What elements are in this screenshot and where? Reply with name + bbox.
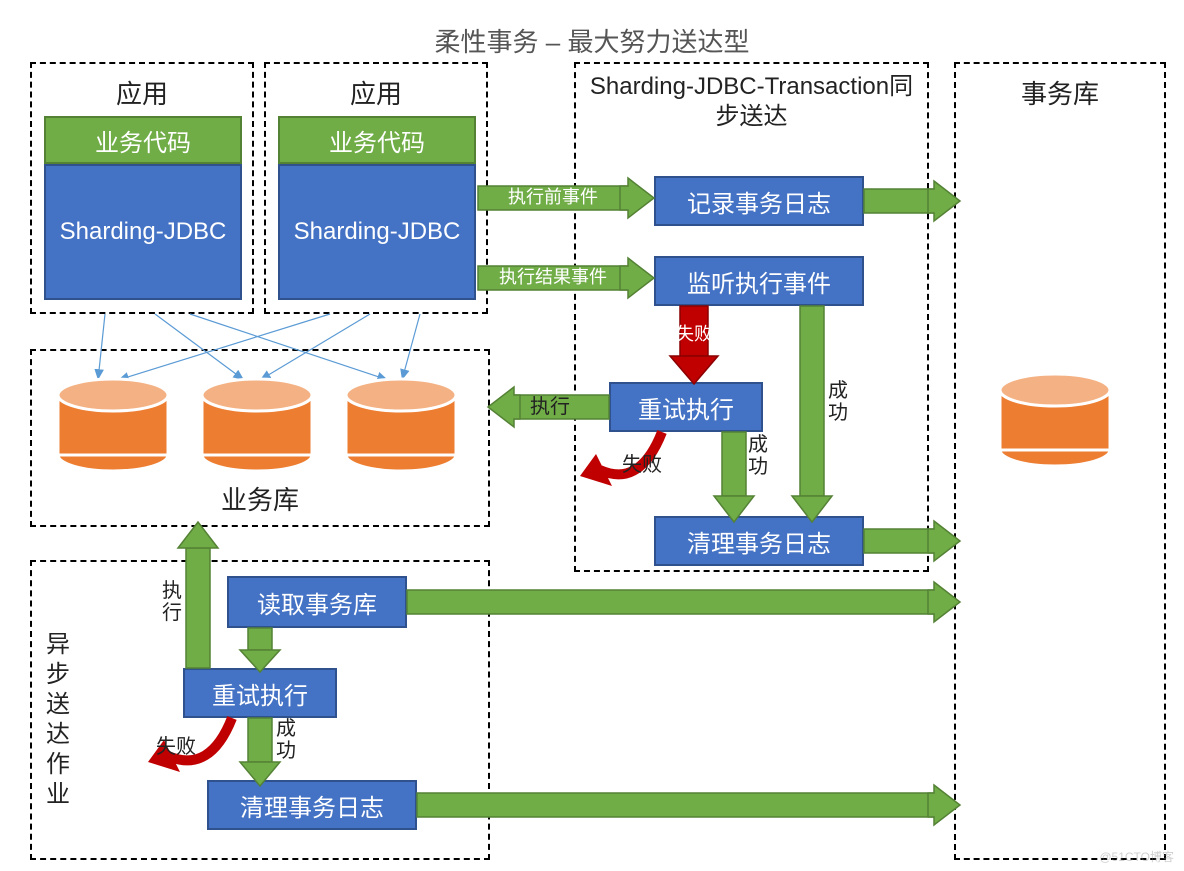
box-retry1: 重试执行 (609, 382, 763, 432)
box-sjdbc2: Sharding-JDBC (278, 164, 476, 300)
panel-bizdb-label: 业务库 (32, 480, 488, 517)
box-sjdbc1: Sharding-JDBC (44, 164, 242, 300)
panel-txdb-label: 事务库 (956, 74, 1164, 111)
label-retry2-exec: 执行 (162, 580, 184, 624)
box-listen: 监听执行事件 (654, 256, 864, 306)
diagram-title: 柔性事务 – 最大努力送达型 (0, 22, 1184, 59)
label-retry2-ok: 成功 (276, 718, 298, 762)
box-retry2: 重试执行 (183, 668, 337, 718)
box-logtx: 记录事务日志 (654, 176, 864, 226)
box-bizcode2: 业务代码 (278, 116, 476, 164)
panel-sync-label: Sharding-JDBC-Transaction同步送达 (586, 72, 917, 132)
panel-sync: Sharding-JDBC-Transaction同步送达 (574, 62, 929, 572)
panel-async-label: 异步送达作业 (44, 630, 72, 810)
panel-app2-label: 应用 (266, 74, 486, 111)
box-bizcode1: 业务代码 (44, 116, 242, 164)
label-success-v: 成功 (828, 380, 850, 424)
watermark: 云栖社区 yq.aliyun.com (580, 820, 951, 869)
label-exec1: 执行 (530, 390, 570, 419)
watermark-51cto: @51CTO博客 (1099, 848, 1174, 865)
arrow-clean2-db (417, 785, 960, 825)
panel-app1-label: 应用 (32, 74, 252, 111)
label-retry2-fail: 失败 (156, 730, 196, 759)
label-retry1-fail: 失败 (622, 448, 662, 477)
label-retry1-ok: 成功 (748, 434, 770, 478)
box-readtx: 读取事务库 (227, 576, 407, 628)
panel-bizdb: 业务库 (30, 349, 490, 527)
box-clean1: 清理事务日志 (654, 516, 864, 566)
panel-txdb: 事务库 (954, 62, 1166, 860)
box-clean2: 清理事务日志 (207, 780, 417, 830)
